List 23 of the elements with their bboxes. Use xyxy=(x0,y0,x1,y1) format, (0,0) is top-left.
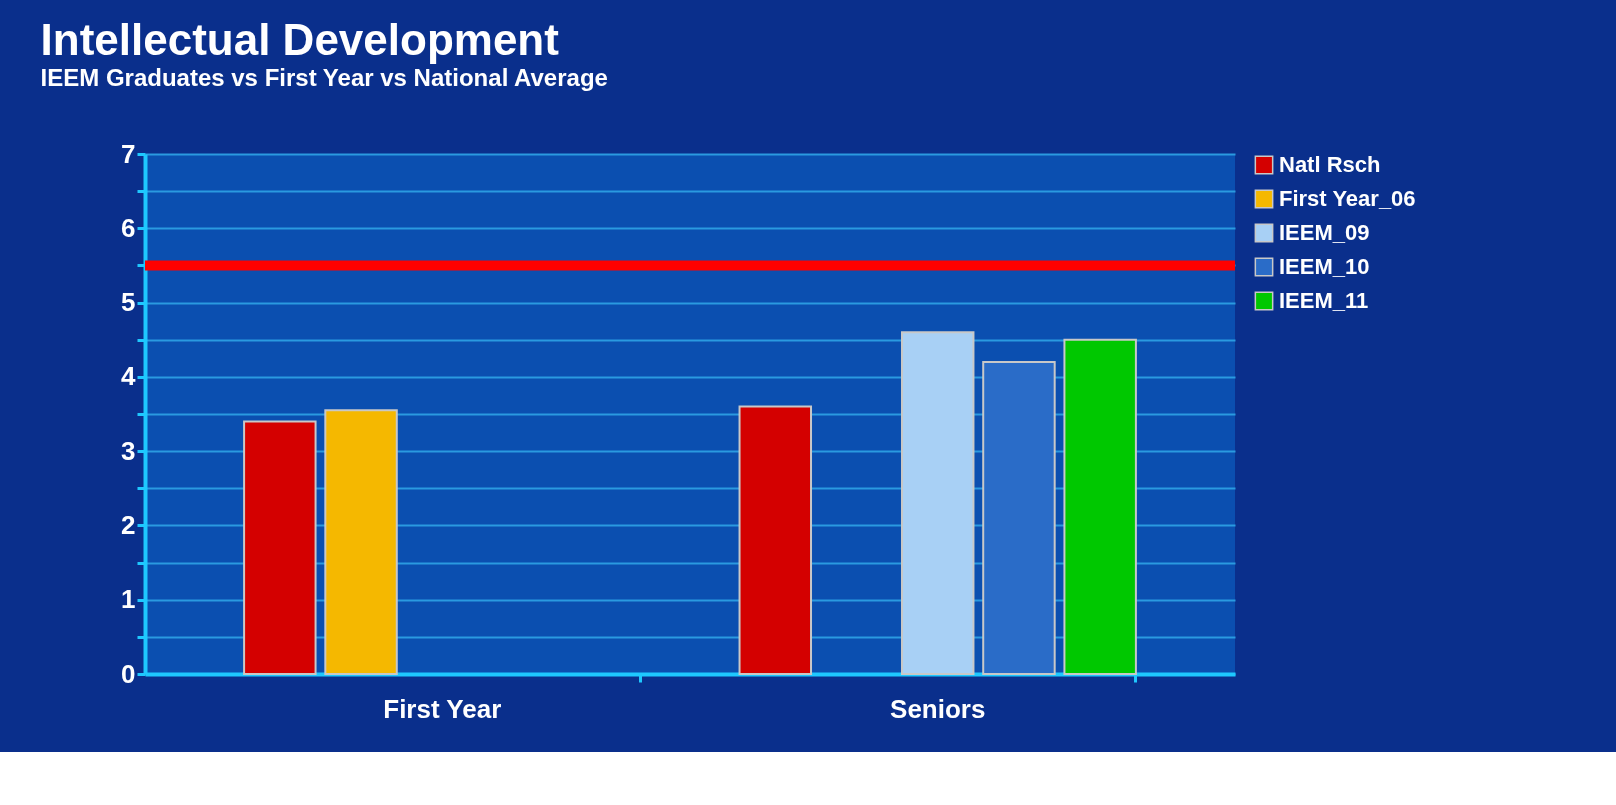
y-tick-label: 2 xyxy=(121,509,136,540)
bar xyxy=(900,331,975,675)
y-tick-label: 5 xyxy=(121,287,136,318)
legend-label: Natl Rsch xyxy=(1279,152,1381,177)
bar xyxy=(982,361,1056,675)
bar xyxy=(243,420,317,675)
x-tick-label: First Year xyxy=(383,693,502,724)
bar xyxy=(738,405,813,675)
y-tick-label: 3 xyxy=(121,435,136,466)
legend-label: IEEM_09 xyxy=(1279,220,1370,245)
y-tick-label: 4 xyxy=(121,361,137,392)
legend-label: IEEM_10 xyxy=(1279,254,1370,279)
legend-label: First Year_06 xyxy=(1279,186,1416,211)
chart-title: Intellectual Development xyxy=(40,15,560,64)
bar xyxy=(1063,338,1137,675)
bar xyxy=(324,409,398,675)
y-tick-label: 1 xyxy=(121,584,136,615)
y-tick-label: 6 xyxy=(121,212,136,243)
y-tick-label: 0 xyxy=(121,658,136,689)
chart-subtitle: IEEM Graduates vs First Year vs National Average xyxy=(40,64,608,91)
x-tick-label: Seniors xyxy=(890,693,986,724)
legend-label: IEEM_11 xyxy=(1279,288,1369,313)
y-tick-label: 7 xyxy=(121,138,136,169)
